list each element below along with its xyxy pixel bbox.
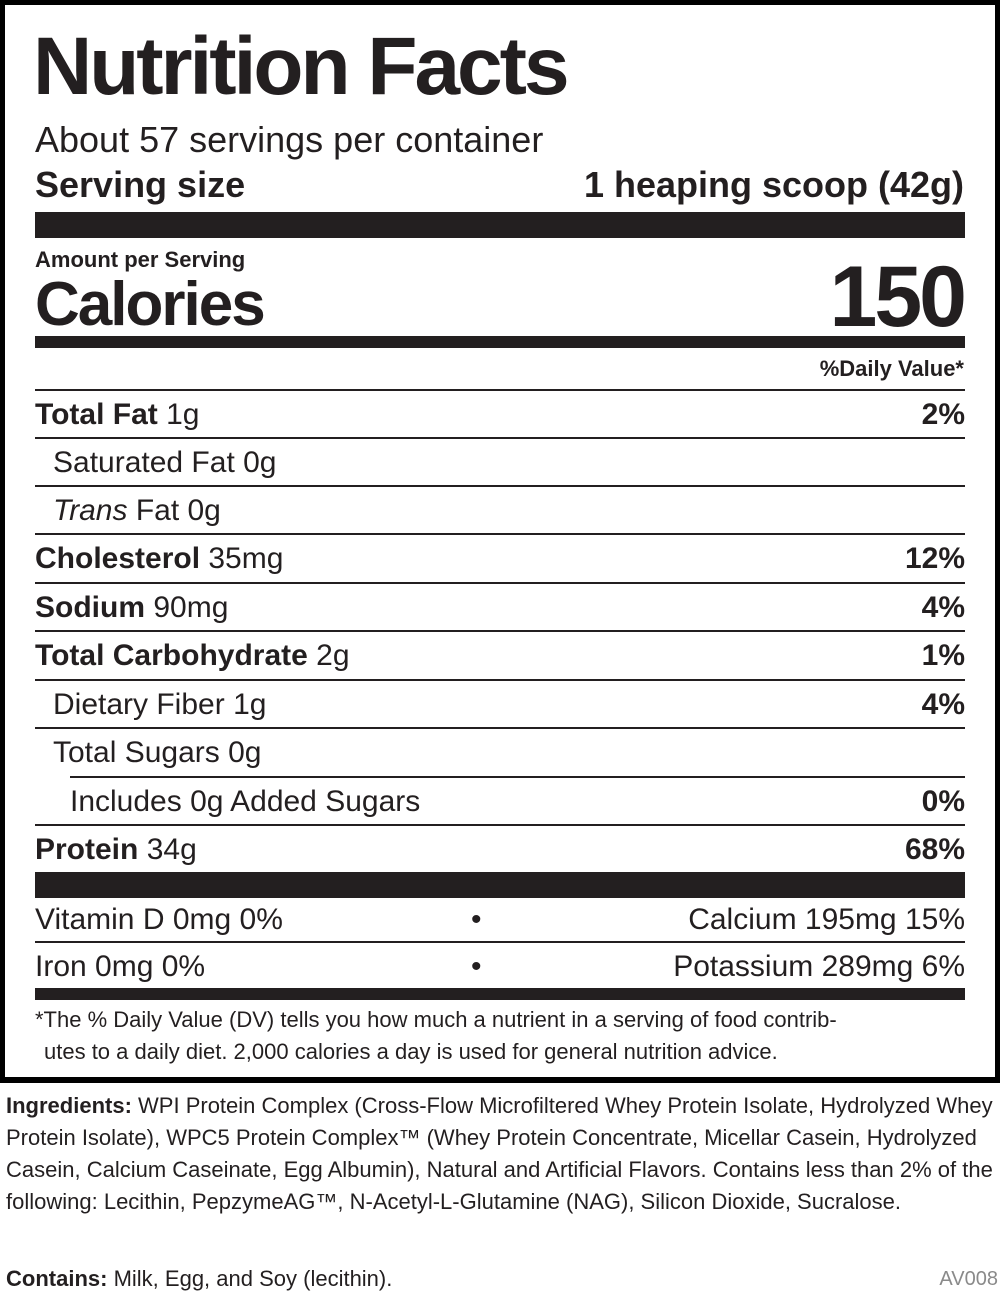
micronutrient-left: Iron 0mg 0% [35, 950, 206, 983]
nutrient-name: Protein [35, 833, 139, 866]
nutrient-amount: 0g [243, 446, 277, 479]
nutrient-amount: 35mg [208, 542, 284, 575]
thick-divider [35, 872, 965, 898]
thick-divider [35, 212, 965, 238]
nutrient-dv: 0% [921, 785, 965, 818]
nutrient-amount: Fat 0g [135, 494, 221, 527]
nutrient-name: Dietary Fiber [53, 688, 225, 721]
nutrient-name: Cholesterol [35, 542, 201, 575]
daily-value-header: %Daily Value* [819, 356, 964, 381]
nutrient-name: Total Carbohydrate [35, 639, 308, 672]
nutrient-row-total-fat: Total Fat 1g 2% [35, 389, 965, 437]
medium-divider [35, 988, 965, 1000]
allergens: Contains: Milk, Egg, and Soy (lecithin). [6, 1266, 392, 1292]
nutrient-row-added-sugars: Includes 0g Added Sugars 0% [70, 776, 965, 824]
footnote-line-2: utes to a daily diet. 2,000 calories a d… [44, 1039, 778, 1064]
nutrient-row-trans-fat: Trans Fat 0g [35, 485, 965, 533]
micronutrient-right: Calcium 195mg 15% [688, 903, 965, 936]
serving-size-value: 1 heaping scoop (42g) [583, 164, 964, 205]
nutrient-dv: 2% [921, 398, 965, 431]
nutrient-name: Includes 0g Added Sugars [70, 785, 421, 818]
nutrient-row-sodium: Sodium 90mg 4% [35, 582, 965, 630]
bullet-separator: • [471, 950, 482, 983]
nutrient-row-dietary-fiber: Dietary Fiber 1g 4% [35, 679, 965, 727]
nutrient-row-protein: Protein 34g 68% [35, 824, 965, 872]
nutrient-dv: 12% [904, 542, 965, 575]
nutrient-name: Sodium [35, 591, 145, 624]
nutrient-row-saturated-fat: Saturated Fat 0g [35, 437, 965, 485]
ingredients-label: Ingredients: [6, 1093, 132, 1118]
medium-divider [35, 336, 965, 348]
product-code: AV008 [939, 1268, 998, 1290]
footnote-line-1: *The % Daily Value (DV) tells you how mu… [35, 1007, 837, 1032]
micronutrient-row: Vitamin D 0mg 0% • Calcium 195mg 15% [35, 896, 965, 944]
nutrient-row-cholesterol: Cholesterol 35mg 12% [35, 533, 965, 581]
calories-label: Calories [35, 270, 266, 339]
micronutrient-row: Iron 0mg 0% • Potassium 289mg 6% [35, 941, 965, 989]
nutrient-name: Trans [53, 494, 128, 527]
nutrient-name: Total Fat [35, 398, 158, 431]
nutrient-row-total-sugars: Total Sugars 0g [35, 727, 965, 775]
nutrient-amount: 2g [316, 639, 350, 672]
nutrient-dv: 68% [904, 833, 965, 866]
nutrient-amount: 1g [233, 688, 267, 721]
nutrient-amount: 1g [166, 398, 200, 431]
contains-label: Contains: [6, 1266, 108, 1291]
calories-value: 150 [829, 249, 967, 345]
ingredients: Ingredients: WPI Protein Complex (Cross-… [6, 1090, 996, 1218]
bullet-separator: • [471, 903, 482, 936]
nutrient-name: Saturated Fat [53, 446, 235, 479]
nutrient-amount: 90mg [153, 591, 229, 624]
label-title: Nutrition Facts [33, 21, 570, 112]
ingredients-text: WPI Protein Complex (Cross-Flow Microfil… [6, 1093, 993, 1214]
nutrient-amount: 34g [146, 833, 197, 866]
serving-size-label: Serving size [35, 164, 246, 205]
micronutrient-left: Vitamin D 0mg 0% [35, 903, 283, 936]
nutrient-dv: 4% [921, 591, 965, 624]
nutrition-facts-panel [0, 0, 1000, 1083]
nutrient-dv: 4% [921, 688, 965, 721]
contains-text: Milk, Egg, and Soy (lecithin). [113, 1266, 393, 1291]
nutrient-amount: 0g [228, 736, 262, 769]
nutrient-dv: 1% [921, 639, 965, 672]
servings-per-container: About 57 servings per container [35, 119, 544, 160]
amount-per-serving: Amount per Serving [35, 247, 246, 272]
micronutrient-right: Potassium 289mg 6% [673, 950, 965, 983]
nutrient-row-total-carbohydrate: Total Carbohydrate 2g 1% [35, 630, 965, 678]
nutrient-name: Total Sugars [53, 736, 220, 769]
